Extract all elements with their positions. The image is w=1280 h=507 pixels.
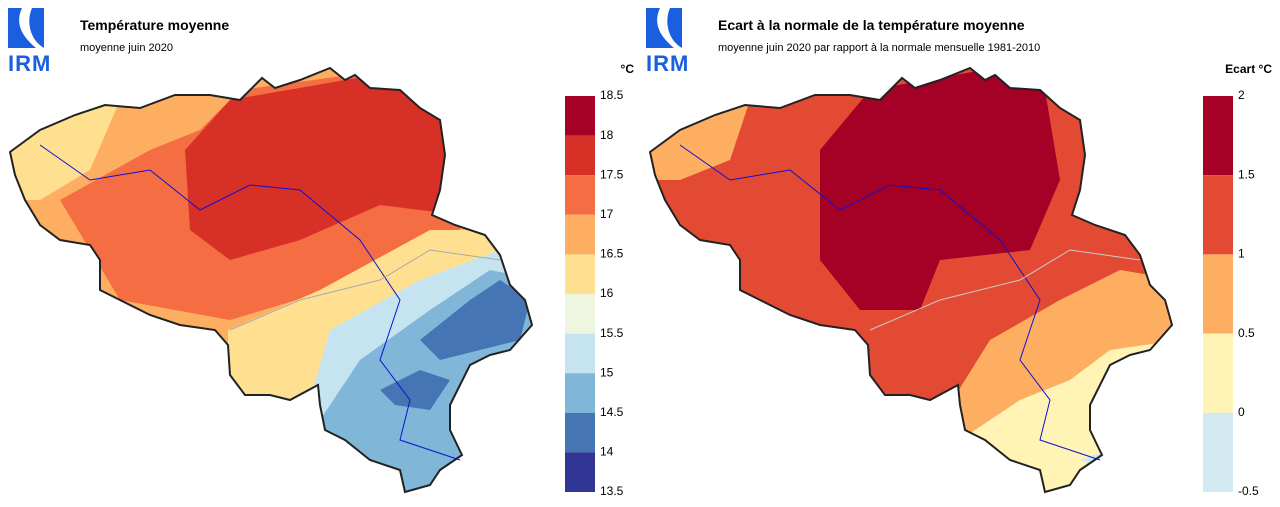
legend-swatch [1203, 412, 1233, 492]
logo-mark [646, 8, 682, 48]
map-panel: IRM Température moyenne moyenne juin 2020 °… [8, 8, 634, 498]
legend-unit: °C [621, 62, 635, 76]
legend-tick-label: 2 [1238, 88, 1245, 102]
legend-swatch [1203, 254, 1233, 334]
legend-swatch [565, 96, 595, 136]
map-subtitle: moyenne juin 2020 [80, 42, 173, 54]
legend-tick-label: 0.5 [1238, 326, 1255, 340]
legend-swatch [1203, 175, 1233, 255]
legend-tick-label: 14.5 [600, 405, 624, 419]
legend-swatch [565, 175, 595, 215]
legend-tick-label: 0 [1238, 405, 1245, 419]
legend-tick-label: 17.5 [600, 167, 624, 181]
logo-mark [8, 8, 44, 48]
legend-tick-label: 1.5 [1238, 167, 1255, 181]
legend-tick-label: 14 [600, 445, 614, 459]
legend-swatch [565, 452, 595, 492]
legend-tick-label: 17 [600, 207, 614, 221]
legend-tick-label: 13.5 [600, 484, 624, 498]
legend-swatch [565, 214, 595, 255]
temperature-map [9, 67, 533, 493]
legend-tick-label: 18 [600, 128, 614, 142]
legend-tick-label: 16 [600, 286, 614, 300]
logo-text: IRM [8, 51, 51, 76]
legend-unit: Ecart °C [1225, 62, 1272, 76]
legend-swatch [565, 135, 595, 176]
logo-text: IRM [646, 51, 689, 76]
legend-tick-label: 1 [1238, 247, 1245, 261]
legend-swatch [565, 373, 595, 413]
legend-swatch [565, 333, 595, 374]
map-title: Température moyenne [80, 17, 229, 33]
legend-swatch [1203, 96, 1233, 176]
anomaly-map [649, 67, 1173, 493]
legend-swatch [1203, 333, 1233, 413]
legend-swatch [565, 412, 595, 453]
legend-tick-label: 16.5 [600, 247, 624, 261]
legend-tick-label: 15.5 [600, 326, 624, 340]
legend-tick-label: 15 [600, 365, 614, 379]
legend-swatch [565, 254, 595, 294]
legend-tick-label: 18.5 [600, 88, 624, 102]
legend-tick-label: -0.5 [1238, 484, 1259, 498]
map-subtitle: moyenne juin 2020 par rapport à la norma… [718, 42, 1040, 54]
legend-swatch [565, 294, 595, 334]
map-panel: IRM Ecart à la normale de la température … [646, 8, 1272, 498]
map-title: Ecart à la normale de la température moy… [718, 17, 1025, 33]
